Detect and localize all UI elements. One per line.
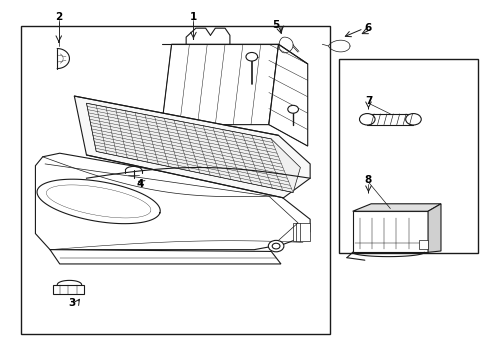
Bar <box>339 59 477 253</box>
Polygon shape <box>74 96 309 198</box>
Bar <box>21 26 329 334</box>
Polygon shape <box>53 285 84 294</box>
Text: 1: 1 <box>189 13 197 22</box>
Text: 3: 3 <box>68 298 75 308</box>
Text: 5: 5 <box>272 19 279 30</box>
Circle shape <box>359 113 374 125</box>
Polygon shape <box>35 153 309 249</box>
Circle shape <box>405 113 420 125</box>
Polygon shape <box>86 103 300 193</box>
Text: 6: 6 <box>364 23 371 33</box>
Text: 7: 7 <box>364 96 371 107</box>
Circle shape <box>268 240 284 252</box>
Text: 2: 2 <box>55 13 62 22</box>
Polygon shape <box>427 204 440 252</box>
Polygon shape <box>418 240 427 249</box>
Bar <box>352 211 427 252</box>
Bar <box>366 114 413 125</box>
Polygon shape <box>162 44 278 125</box>
Circle shape <box>245 53 257 61</box>
Text: 8: 8 <box>364 175 371 185</box>
Polygon shape <box>352 204 440 211</box>
Polygon shape <box>268 44 307 146</box>
Circle shape <box>287 105 298 113</box>
Polygon shape <box>50 249 281 264</box>
Circle shape <box>272 243 280 249</box>
Text: 4: 4 <box>136 179 143 189</box>
Polygon shape <box>292 223 309 241</box>
